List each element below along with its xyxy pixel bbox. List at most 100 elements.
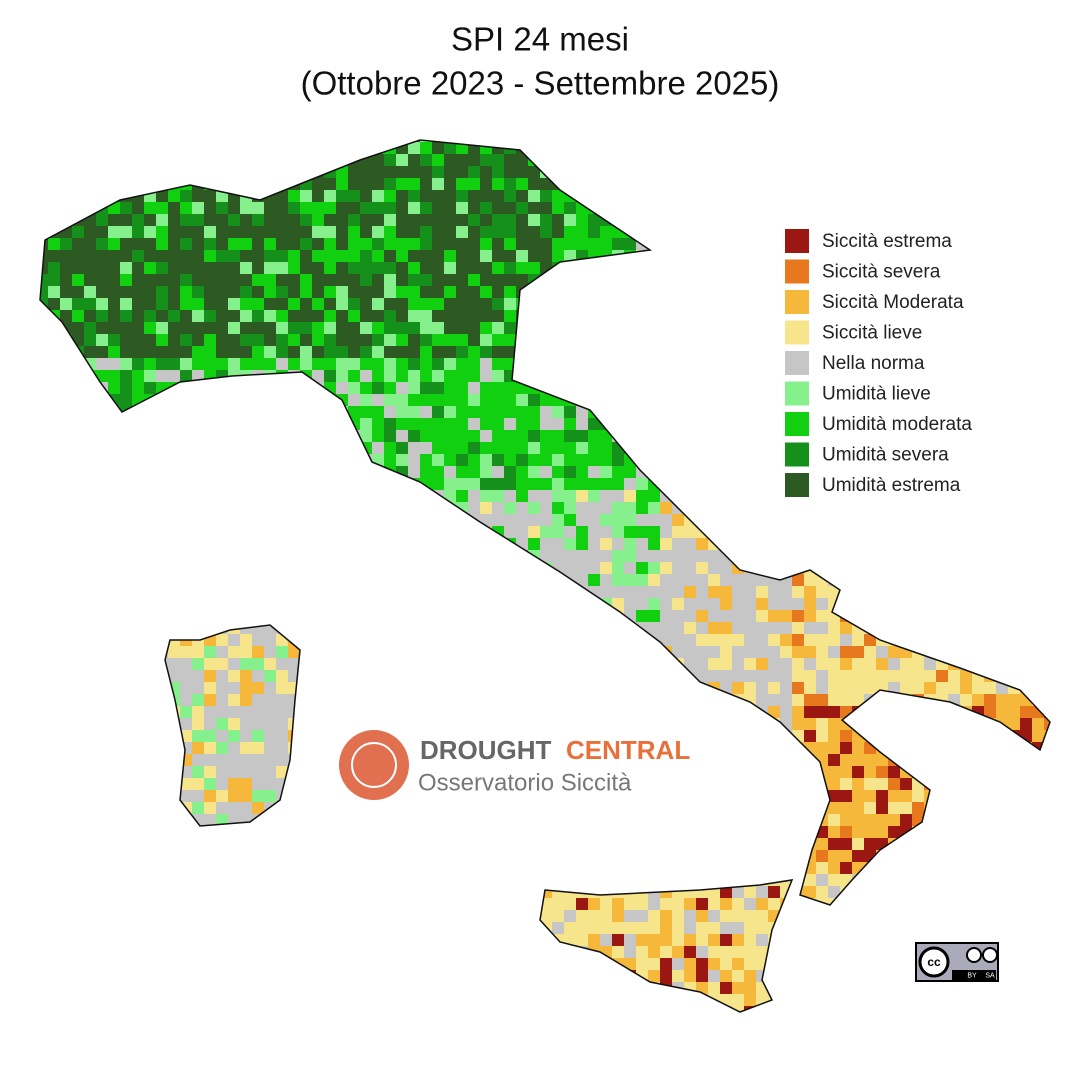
grid-cell [180,898,192,910]
grid-cell [672,214,684,226]
grid-cell [108,286,120,298]
grid-cell [816,1018,828,1030]
grid-cell [804,826,816,838]
grid-cell [40,550,48,562]
grid-cell [144,430,156,442]
grid-cell [816,658,828,670]
grid-cell [336,250,348,262]
grid-cell [372,994,384,1006]
grid-cell [612,946,624,958]
grid-cell [516,574,528,586]
grid-cell [144,646,156,658]
grid-cell [468,214,480,226]
grid-cell [192,742,204,754]
grid-cell [108,886,120,898]
grid-cell [612,286,624,298]
grid-cell [72,622,84,634]
grid-cell [96,418,108,430]
grid-cell [108,670,120,682]
grid-cell [312,598,324,610]
grid-cell [756,778,768,790]
grid-cell [732,538,744,550]
grid-cell [480,538,492,550]
grid-cell [492,622,504,634]
grid-cell [612,970,624,982]
grid-cell [768,178,780,190]
grid-cell [456,922,468,934]
grid-cell [144,754,156,766]
grid-cell [144,946,156,958]
grid-cell [564,814,576,826]
grid-cell [516,934,528,946]
grid-cell [576,874,588,886]
grid-cell [564,850,576,862]
grid-cell [276,454,288,466]
grid-cell [84,862,96,874]
grid-cell [708,454,720,466]
grid-cell [432,514,444,526]
grid-cell [672,574,684,586]
grid-cell [60,694,72,706]
grid-cell [624,910,636,922]
title-line-1: SPI 24 mesi [451,21,629,58]
grid-cell [516,682,528,694]
grid-cell [420,622,432,634]
grid-cell [180,718,192,730]
grid-cell [576,382,588,394]
grid-cell [612,862,624,874]
grid-cell [600,286,612,298]
grid-cell [264,730,276,742]
grid-cell [360,562,372,574]
grid-cell [480,502,492,514]
grid-cell [72,418,84,430]
grid-cell [360,802,372,814]
grid-cell [384,514,396,526]
grid-cell [420,214,432,226]
grid-cell [432,562,444,574]
grid-cell [48,190,60,202]
grid-cell [192,322,204,334]
grid-cell [564,226,576,238]
grid-cell [636,610,648,622]
grid-cell [192,862,204,874]
grid-cell [432,574,444,586]
grid-cell [348,550,360,562]
grid-cell [732,682,744,694]
grid-cell [300,574,312,586]
grid-cell [768,526,780,538]
grid-cell [372,466,384,478]
grid-cell [168,442,180,454]
grid-cell [792,166,804,178]
grid-cell [516,958,528,970]
grid-cell [732,226,744,238]
grid-cell [672,262,684,274]
grid-cell [360,598,372,610]
grid-cell [264,140,276,142]
grid-cell [648,826,660,838]
grid-cell [696,838,708,850]
grid-cell [156,862,168,874]
grid-cell [552,382,564,394]
grid-cell [576,262,588,274]
grid-cell [40,166,48,178]
grid-cell [444,862,456,874]
grid-cell [216,814,228,826]
grid-cell [192,286,204,298]
grid-cell [516,502,528,514]
grid-cell [636,286,648,298]
grid-cell [588,370,600,382]
grid-cell [768,742,780,754]
grid-cell [204,166,216,178]
grid-cell [468,694,480,706]
grid-cell [324,982,336,994]
grid-cell [768,382,780,394]
grid-cell [336,970,348,982]
grid-cell [744,514,756,526]
grid-cell [180,430,192,442]
grid-cell [480,394,492,406]
grid-cell [360,862,372,874]
grid-cell [732,502,744,514]
grid-cell [132,490,144,502]
grid-cell [540,238,552,250]
grid-cell [120,946,132,958]
